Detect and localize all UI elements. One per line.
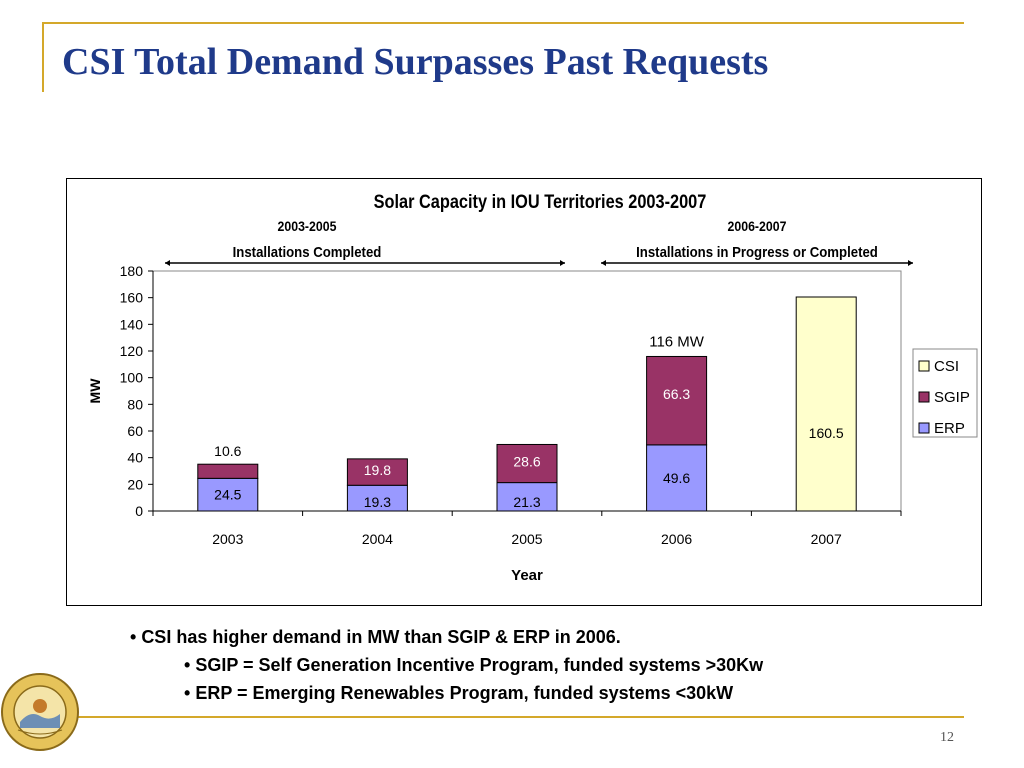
bar-erp [346,484,408,512]
x-tick-label: 2004 [362,531,393,547]
bullet-item: • CSI has higher demand in MW than SGIP … [130,627,621,647]
y-tick-label: 60 [127,423,143,439]
data-label-erp: 49.6 [663,470,690,486]
y-tick-label: 100 [120,370,144,386]
y-tick-label: 0 [135,503,143,519]
data-label-erp: 19.3 [364,494,391,510]
data-label-csi: 160.5 [809,425,844,441]
legend-swatch-erp [918,422,930,434]
bar-chart: Solar Capacity in IOU Territories 2003-2… [87,191,978,584]
legend-label-csi: CSI [934,358,959,375]
bar-sgip [646,355,708,446]
title-accent-vertical [42,22,44,92]
y-tick-label: 20 [127,476,143,492]
bar-sgip [346,458,408,486]
bar-sgip [197,463,259,479]
y-tick-label: 140 [120,316,144,332]
slide-title: CSI Total Demand Surpasses Past Requests [62,41,769,83]
bullet-list: • CSI has higher demand in MW than SGIP … [130,623,763,707]
footer-accent-line [60,716,964,718]
page-number: 12 [940,730,954,745]
legend-swatch-sgip [918,391,930,403]
y-tick-label: 180 [120,263,144,279]
y-tick-label: 80 [127,396,143,412]
y-tick-label: 160 [120,290,144,306]
period1-label: Installations Completed [233,243,382,260]
period1-years: 2003-2005 [278,218,337,234]
data-label-sgip: 10.6 [214,443,241,459]
x-tick-label: 2006 [661,531,692,547]
bullet-text: CSI has higher demand in MW than SGIP & … [141,627,621,647]
period2-label: Installations in Progress or Completed [636,243,878,260]
bullet-text: ERP = Emerging Renewables Program, funde… [195,683,734,703]
data-label-sgip: 19.8 [364,462,391,478]
chart-frame: Solar Capacity in IOU Territories 2003-2… [66,178,982,606]
period2-years: 2006-2007 [728,218,787,234]
bar-sgip [496,443,558,484]
cpuc-seal-logo [1,673,79,751]
x-axis-label: Year [511,567,543,584]
x-tick-label: 2007 [811,531,842,547]
bullet-item: • ERP = Emerging Renewables Program, fun… [184,683,734,703]
legend-label-sgip: SGIP [934,389,970,406]
y-tick-label: 120 [120,343,144,359]
bullet-item: • SGIP = Self Generation Incentive Progr… [184,655,764,675]
bar-erp [197,477,259,512]
bar-erp [496,482,558,512]
legend-swatch-csi [918,360,930,372]
data-label-erp: 24.5 [214,487,241,503]
title-accent-horizontal [42,22,964,24]
x-tick-label: 2003 [212,531,243,547]
data-label-sgip: 66.3 [663,386,690,402]
data-label-sgip: 28.6 [513,454,540,470]
data-label-erp: 21.3 [513,494,540,510]
bullet-text: SGIP = Self Generation Incentive Program… [195,655,764,675]
chart-title: Solar Capacity in IOU Territories 2003-2… [374,191,707,212]
y-axis-label: MW [87,378,103,404]
legend-label-erp: ERP [934,420,965,437]
y-tick-label: 40 [127,450,143,466]
bar-csi [795,296,857,512]
total-label-2006: 116 MW [649,333,705,350]
x-tick-label: 2005 [511,531,542,547]
